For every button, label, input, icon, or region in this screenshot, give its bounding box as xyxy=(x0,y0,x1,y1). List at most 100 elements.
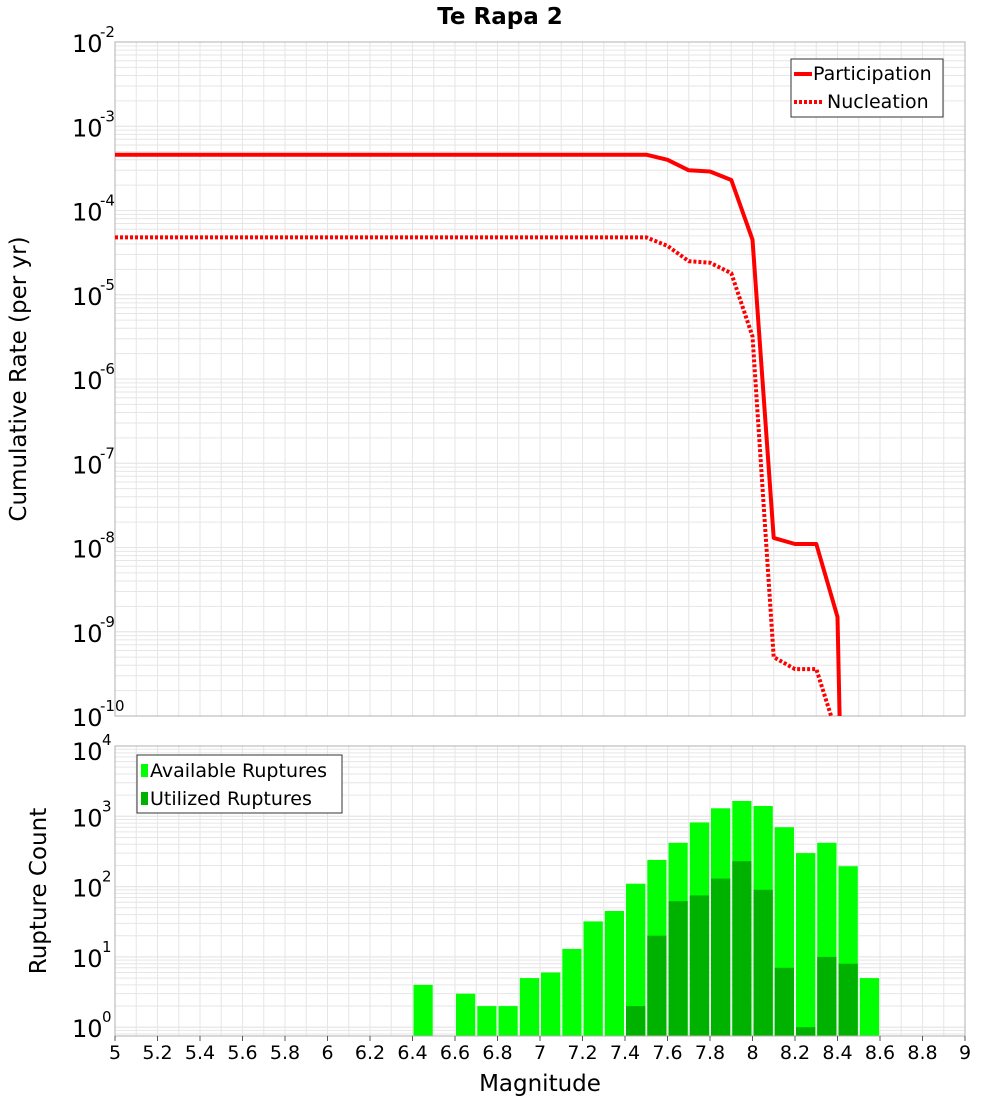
utilized-rupture-bar xyxy=(838,963,858,1036)
count-y-tick-base: 10 xyxy=(72,738,103,766)
rate-y-axis-label: Cumulative Rate (per yr) xyxy=(6,236,32,521)
rate-y-tick-label: 10-10 xyxy=(72,697,125,732)
rate-panel: 10-210-310-410-510-610-710-810-910-10 Cu… xyxy=(6,23,966,732)
x-tick-label: 6 xyxy=(321,1042,333,1064)
utilized-rupture-bar xyxy=(711,878,731,1036)
count-legend: Available Ruptures Utilized Ruptures xyxy=(136,754,343,814)
utilized-legend-label: Utilized Ruptures xyxy=(150,788,312,810)
count-y-tick-label: 10 0 xyxy=(72,1008,112,1043)
rate-y-tick-exponent: -4 xyxy=(100,192,115,210)
rate-y-tick-label: 10-4 xyxy=(72,192,115,227)
count-y-tick-exponent: 2 xyxy=(102,868,112,886)
rate-y-tick-label: 10-2 xyxy=(72,23,115,58)
x-tick-label: 6.8 xyxy=(482,1042,512,1064)
rate-series-lines xyxy=(115,152,842,717)
available-rupture-bar xyxy=(562,948,582,1036)
nucleation-legend-label: Nucleation xyxy=(827,91,929,113)
count-bars xyxy=(413,801,880,1036)
rate-plot-frame xyxy=(114,41,966,717)
participation-legend-label: Participation xyxy=(813,63,932,85)
rate-y-tick-exponent: -7 xyxy=(100,444,115,462)
rate-y-tick-exponent: -2 xyxy=(100,23,115,41)
count-y-tick-base: 10 xyxy=(72,1015,103,1043)
available-rupture-bar xyxy=(498,1006,518,1036)
rate-y-tick-base: 10 xyxy=(72,451,103,479)
x-tick-label: 7.2 xyxy=(567,1042,597,1064)
count-y-tick-base: 10 xyxy=(72,875,103,903)
x-tick-label: 7.8 xyxy=(695,1042,725,1064)
rate-y-tick-base: 10 xyxy=(72,704,103,732)
rate-y-tick-exponent: -3 xyxy=(100,107,115,125)
rate-y-tick-exponent: -8 xyxy=(100,529,115,547)
available-legend-swatch xyxy=(141,764,148,777)
x-axis-label: Magnitude xyxy=(479,1071,601,1097)
x-tick-label: 6.4 xyxy=(397,1042,427,1064)
chart-title: Te Rapa 2 xyxy=(437,4,562,30)
x-tick-label: 9 xyxy=(959,1042,971,1064)
x-tick-label: 6.6 xyxy=(440,1042,470,1064)
rate-y-tick-exponent: -9 xyxy=(100,613,115,631)
count-y-tick-label: 10 4 xyxy=(72,731,112,766)
magnitude-x-ticks: 5 5.2 5.4 5.6 5.8 6 6.2 6.4 6.6 6.8 7 7.2 7.4 7.6 7.8 8… xyxy=(109,1036,971,1064)
rate-y-tick-base: 10 xyxy=(72,620,103,648)
rate-y-tick-base: 10 xyxy=(72,30,103,58)
available-rupture-bar xyxy=(541,972,561,1036)
x-tick-label: 8.4 xyxy=(822,1042,852,1064)
utilized-rupture-bar xyxy=(774,967,794,1036)
rate-legend-box xyxy=(790,58,944,118)
count-y-tick-label: 10 1 xyxy=(72,938,112,973)
available-rupture-bar xyxy=(859,978,880,1036)
count-legend-box xyxy=(136,754,343,814)
utilized-rupture-bar xyxy=(817,956,837,1036)
x-tick-label: 8.6 xyxy=(865,1042,895,1064)
x-tick-label: 5.8 xyxy=(270,1042,300,1064)
count-y-tick-exponent: 4 xyxy=(102,731,112,749)
utilized-rupture-bar xyxy=(753,889,773,1036)
rate-y-tick-base: 10 xyxy=(72,114,103,142)
utilized-legend-swatch xyxy=(141,792,148,805)
x-tick-label: 8.2 xyxy=(780,1042,810,1064)
utilized-rupture-bar xyxy=(732,861,752,1036)
x-tick-label: 7.6 xyxy=(652,1042,682,1064)
utilized-rupture-bar xyxy=(668,901,688,1036)
count-y-tick-base: 10 xyxy=(72,804,103,832)
available-legend-label: Available Ruptures xyxy=(150,760,327,782)
rate-y-tick-base: 10 xyxy=(72,199,103,227)
rate-y-tick-label: 10-6 xyxy=(72,360,115,395)
rate-y-tick-label: 10-9 xyxy=(72,613,115,648)
x-tick-label: 5.6 xyxy=(227,1042,257,1064)
x-tick-label: 5 xyxy=(109,1042,121,1064)
count-y-axis-label: Rupture Count xyxy=(26,808,52,974)
x-tick-label: 7 xyxy=(534,1042,546,1064)
rate-y-tick-exponent: -10 xyxy=(100,697,125,715)
count-y-tick-exponent: 3 xyxy=(102,797,112,815)
x-tick-label: 5.2 xyxy=(142,1042,172,1064)
available-rupture-bar xyxy=(604,911,624,1036)
count-y-tick-label: 10 3 xyxy=(72,797,112,832)
available-rupture-bar xyxy=(519,978,540,1036)
rate-y-tick-label: 10-8 xyxy=(72,529,115,564)
rate-y-tick-base: 10 xyxy=(72,536,103,564)
rate-y-tick-label: 10-5 xyxy=(72,276,115,311)
count-y-tick-base: 10 xyxy=(72,945,103,973)
available-rupture-bar xyxy=(413,984,433,1036)
available-rupture-bar xyxy=(796,853,816,1036)
utilized-rupture-bar xyxy=(626,1006,646,1036)
x-tick-label: 8 xyxy=(746,1042,758,1064)
x-tick-label: 8.8 xyxy=(907,1042,937,1064)
x-tick-label: 6.2 xyxy=(355,1042,385,1064)
count-y-tick-exponent: 1 xyxy=(102,938,112,956)
utilized-rupture-bar xyxy=(689,895,710,1036)
rate-y-ticks: 10-210-310-410-510-610-710-810-910-10 xyxy=(72,23,125,732)
count-y-tick-label: 10 2 xyxy=(72,868,112,903)
rate-y-tick-base: 10 xyxy=(72,283,103,311)
available-rupture-bar xyxy=(456,993,476,1036)
available-rupture-bar xyxy=(477,1006,497,1036)
rate-y-tick-label: 10-7 xyxy=(72,444,115,479)
rate-y-tick-base: 10 xyxy=(72,367,103,395)
nucleation-series-line xyxy=(115,235,834,717)
available-rupture-bar xyxy=(583,921,603,1036)
